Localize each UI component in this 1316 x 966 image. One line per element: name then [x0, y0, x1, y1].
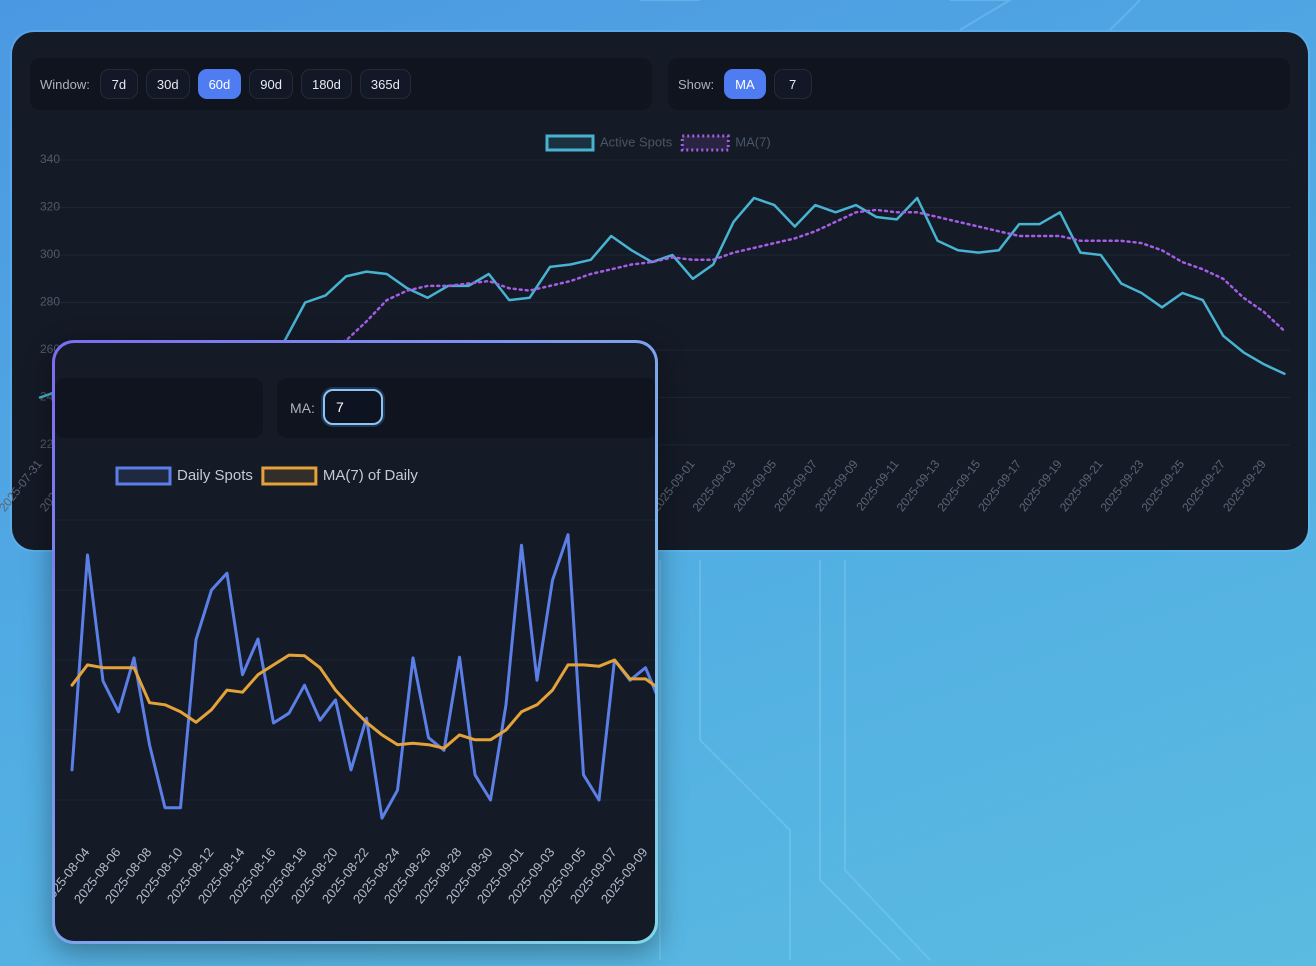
daily-spots-chart: 2025-08-042025-08-062025-08-082025-08-10… [55, 466, 655, 906]
show-label: Show: [678, 76, 715, 92]
ma-panel: MA: 7 [277, 378, 655, 438]
window-option[interactable]: 30d [145, 69, 190, 99]
y-tick-label: 340 [40, 152, 60, 166]
show-option[interactable]: MA [724, 69, 766, 99]
series-line [70, 533, 655, 820]
window-label: Window: [40, 76, 90, 92]
window-option[interactable]: 7d [99, 69, 138, 99]
y-tick-label: 280 [40, 295, 60, 309]
legend-label: MA(7) of Daily [323, 467, 419, 484]
show-panel: Show: MA 7 [668, 58, 1290, 110]
window-option[interactable]: 90d [249, 69, 293, 99]
show-options: MA 7 [724, 69, 812, 99]
legend-swatch [545, 134, 595, 152]
legend-label: MA(7) [735, 134, 770, 149]
daily-card: 2025-08-04 2025-08-06 2025-08-08 2025-08-10… [52, 340, 658, 944]
window-option[interactable]: 60d [197, 69, 242, 99]
legend-label: Daily Spots [177, 467, 253, 484]
window-panel: Window: 7d 30d 60d 90d 180d 365d [30, 58, 652, 110]
legend-swatch [115, 466, 172, 486]
window-option[interactable]: 365d [359, 69, 411, 99]
show-option[interactable]: 7 [773, 69, 812, 99]
legend-label: Active Spots [600, 134, 673, 149]
window-options: 7d 30d 60d 90d 180d 365d [99, 69, 411, 99]
y-tick-label: 320 [40, 200, 60, 214]
ma-input[interactable]: 7 [323, 389, 383, 425]
legend-swatch [261, 466, 318, 486]
ma-label: MA: [290, 400, 315, 416]
overlay-panel-left [55, 378, 263, 438]
y-tick-label: 300 [40, 247, 60, 261]
series-line [70, 653, 655, 750]
series-line [161, 208, 1286, 387]
window-option[interactable]: 180d [300, 69, 352, 99]
legend-swatch [680, 134, 730, 152]
